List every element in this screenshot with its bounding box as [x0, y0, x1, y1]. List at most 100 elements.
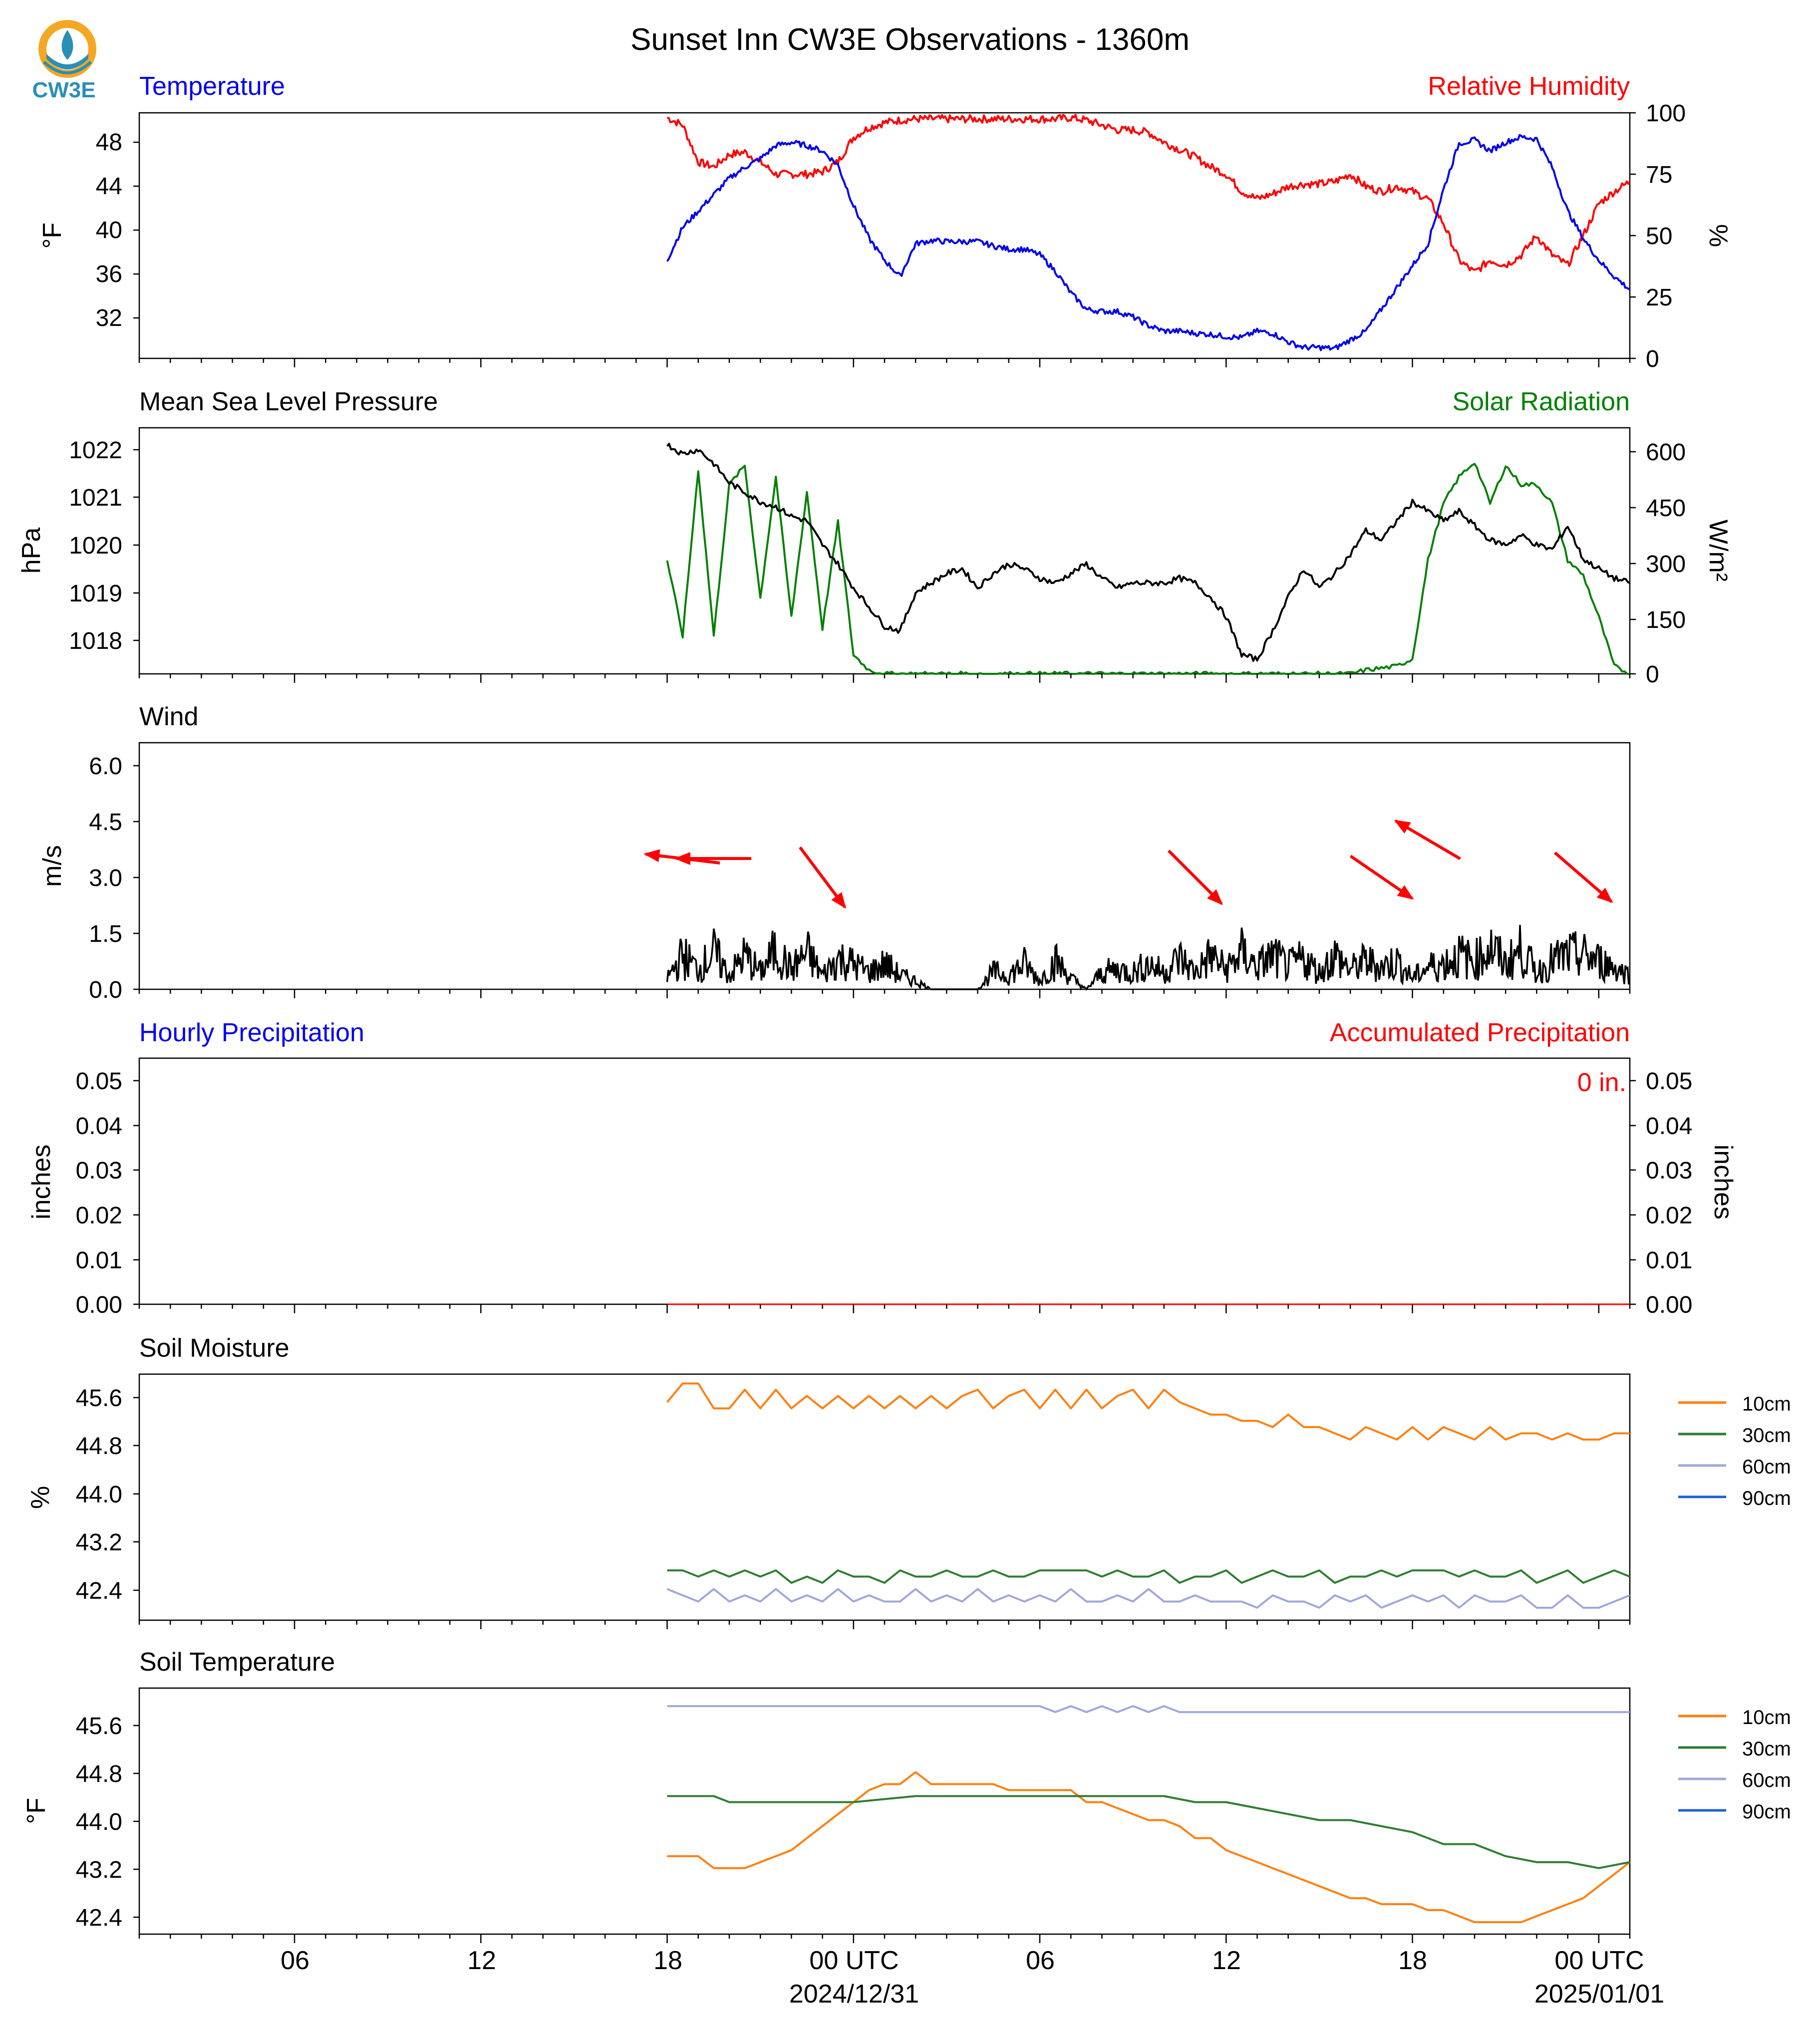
wind-tick: 4.5	[89, 809, 122, 836]
soil-moisture-label: Soil Moisture	[139, 1334, 290, 1363]
wind-arrow	[1349, 855, 1414, 900]
pressure-tick: 1020	[69, 533, 122, 559]
x-tick-label: 18	[1398, 1946, 1427, 1975]
temp-tick: 44	[96, 173, 122, 200]
soil-temp-legend: 10cm 30cm 60cm 90cm	[1678, 1707, 1791, 1823]
panel-temp-rh-frame	[138, 112, 1631, 359]
x-date-label: 2024/12/31	[789, 1980, 919, 2009]
soil-moisture-tick: 42.4	[76, 1578, 122, 1604]
pressure-solar-xticks	[138, 674, 1631, 683]
soil-temp-60cm-line	[667, 1705, 1630, 1714]
precip-xticks	[138, 1304, 1631, 1313]
legend-label-10cm: 10cm	[1742, 1393, 1791, 1415]
soil-moisture-plot	[666, 1382, 1630, 1609]
wind-tick: 0.0	[89, 977, 122, 1003]
precip-tick: 0.00	[76, 1292, 122, 1318]
soil-temp-xticks	[138, 1934, 1631, 1943]
pressure-tick: 1021	[69, 485, 122, 511]
temp-tick: 48	[96, 129, 122, 156]
x-ticks	[138, 1934, 1631, 1943]
panel-precip-frame	[138, 1057, 1631, 1305]
wind-tick: 6.0	[89, 753, 122, 780]
legend-label-60cm: 60cm	[1742, 1456, 1791, 1478]
wind-arrow	[674, 852, 751, 865]
soil-moisture-left-ticks: 45.6 44.8 44.0 43.2 42.4	[76, 1385, 139, 1604]
soil-moisture-xticks	[138, 1620, 1631, 1629]
soil-temp-left-ticks: 45.6 44.8 44.0 43.2 42.4	[76, 1713, 139, 1931]
cw3e-logo: CW3E	[32, 20, 96, 102]
legend-label-30cm: 30cm	[1742, 1425, 1791, 1447]
wind-plot	[643, 820, 1630, 991]
temp-left-ticks: 48 44 40 36 32	[96, 129, 139, 331]
x-ticks	[138, 1304, 1631, 1313]
pressure-tick: 1019	[69, 580, 122, 607]
pressure-ylabel: hPa	[17, 528, 46, 574]
wind-speed-line	[666, 925, 1630, 991]
soil-temp-tick: 44.8	[76, 1761, 122, 1787]
rh-right-ticks: 100 75 50 25 0	[1630, 100, 1686, 372]
solar-tick: 450	[1646, 495, 1686, 522]
rh-tick: 100	[1646, 100, 1686, 127]
pressure-tick: 1022	[69, 437, 122, 464]
wind-left-ticks: 6.0 4.5 3.0 1.5 0.0	[89, 753, 139, 1003]
temp-rh-xticks	[138, 358, 1631, 367]
chart-title: Sunset Inn CW3E Observations - 1360m	[630, 22, 1190, 57]
temp-rh-plot	[666, 114, 1631, 351]
temperature-label: Temperature	[139, 72, 285, 101]
precip-right-tick: 0.05	[1646, 1068, 1692, 1095]
hourly-precip-label: Hourly Precipitation	[139, 1018, 364, 1047]
humidity-line	[667, 114, 1631, 273]
solar-tick: 150	[1646, 607, 1686, 633]
wind-tick: 1.5	[89, 921, 122, 947]
legend-label-90cm: 90cm	[1742, 1801, 1791, 1823]
temp-tick: 36	[96, 261, 122, 288]
precip-annotation: 0 in.	[1577, 1068, 1626, 1097]
precip-tick: 0.04	[76, 1113, 122, 1140]
x-ticks	[138, 989, 1631, 998]
temp-tick: 40	[96, 217, 122, 244]
soil-moisture-tick: 44.8	[76, 1433, 122, 1459]
precip-right-tick: 0.00	[1646, 1292, 1692, 1318]
soil-moisture-tick: 44.0	[76, 1481, 122, 1508]
accum-precip-label: Accumulated Precipitation	[1330, 1018, 1630, 1047]
temp-ylabel: °F	[38, 223, 67, 249]
wind-tick: 3.0	[89, 865, 122, 891]
soil-temp-10cm-line	[667, 1771, 1631, 1923]
wind-arrow	[1554, 852, 1613, 903]
pressure-solar-plot	[666, 443, 1630, 675]
x-tick-label: 12	[467, 1946, 496, 1975]
pressure-left-ticks: 1022 1021 1020 1019 1018	[69, 437, 139, 654]
wind-arrow	[799, 846, 846, 909]
solar-tick: 600	[1646, 439, 1686, 466]
panel-soil-temp: Soil Temperature 45.6 44.8 44.0 43.2 42.…	[22, 1648, 1791, 1943]
x-date-label: 2025/01/01	[1534, 1980, 1664, 2009]
x-tick-label: 12	[1212, 1946, 1241, 1975]
soil-moisture-tick: 43.2	[76, 1529, 122, 1556]
panel-precip: Hourly Precipitation Accumulated Precipi…	[27, 1018, 1738, 1318]
soil-temp-tick: 43.2	[76, 1857, 122, 1883]
soil-temp-plot	[667, 1705, 1631, 1923]
pressure-line	[666, 443, 1630, 662]
x-tick-label: 00 UTC	[809, 1946, 899, 1975]
precip-right-tick: 0.02	[1646, 1202, 1692, 1229]
wind-label: Wind	[139, 702, 198, 731]
precip-ylabel: inches	[27, 1145, 56, 1219]
solar-line	[666, 463, 1630, 675]
solar-label: Solar Radiation	[1452, 387, 1630, 416]
pressure-label: Mean Sea Level Pressure	[139, 387, 438, 416]
panel-soil-temp-frame	[138, 1687, 1631, 1935]
legend-label-30cm: 30cm	[1742, 1738, 1791, 1760]
solar-ylabel: W/m²	[1704, 520, 1733, 581]
pressure-tick: 1018	[69, 628, 122, 654]
panel-pressure-solar-frame	[138, 427, 1631, 675]
rh-tick: 50	[1646, 223, 1672, 250]
soil-temp-ylabel: °F	[22, 1798, 51, 1824]
soil-temp-30cm-line	[667, 1795, 1630, 1869]
x-tick-label: 18	[653, 1946, 682, 1975]
legend-label-60cm: 60cm	[1742, 1769, 1791, 1791]
x-tick-label: 06	[1026, 1946, 1055, 1975]
rh-tick: 75	[1646, 162, 1672, 188]
precip-left-ticks: 0.05 0.04 0.03 0.02 0.01 0.00	[76, 1068, 139, 1318]
logo-text: CW3E	[32, 78, 95, 102]
